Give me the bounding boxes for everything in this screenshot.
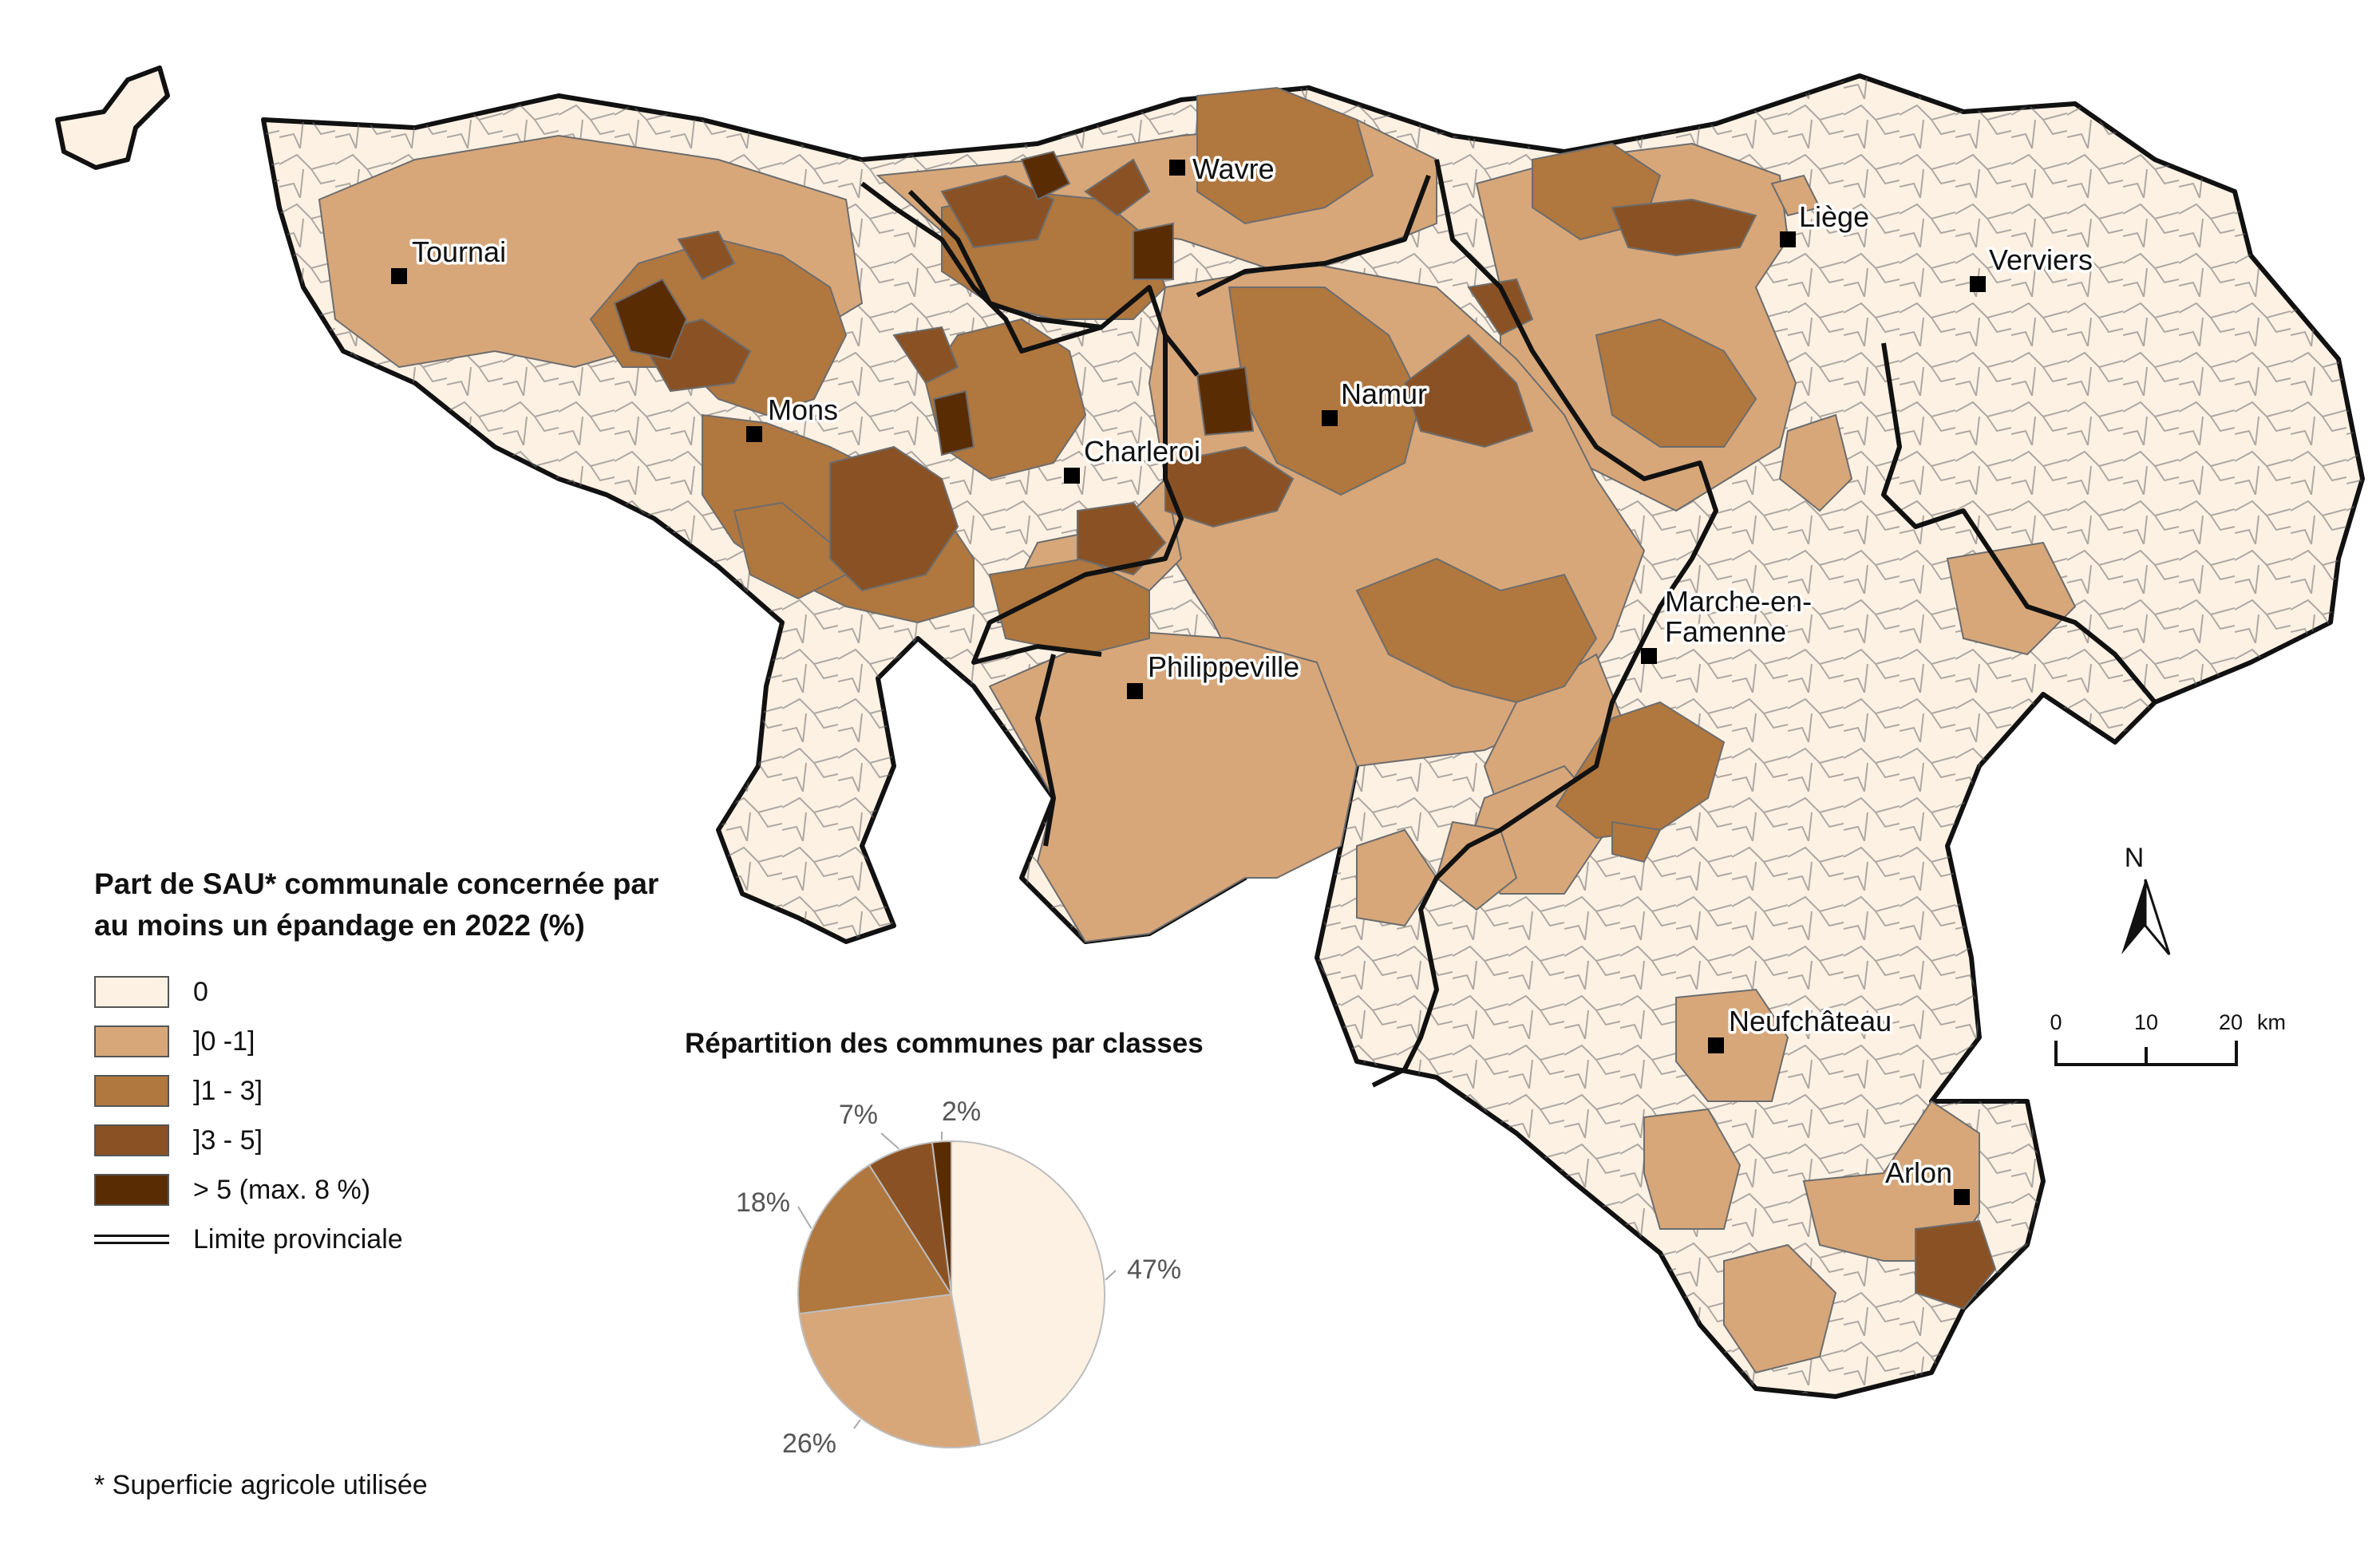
scale-tick-20: 20 xyxy=(2219,1010,2243,1034)
city-marker-namur xyxy=(1322,410,1338,426)
pie-title: Répartition des communes par classes xyxy=(685,1028,1204,1059)
legend-swatch xyxy=(94,1124,169,1156)
city-label-philippeville: Philippeville xyxy=(1148,650,1299,683)
footnote: * Superficie agricole utilisée xyxy=(94,1470,428,1500)
legend-label: 0 xyxy=(193,976,208,1007)
legend-item-class-0: 0 xyxy=(94,967,701,1017)
scale-bar: 0 10 20 km xyxy=(2050,1010,2286,1066)
city-marker-arlon xyxy=(1954,1189,1970,1205)
pie-label-3: 7% xyxy=(839,1100,878,1130)
city-label-arlon: Arlon xyxy=(1885,1156,1952,1189)
legend-swatch xyxy=(94,1174,169,1206)
legend-swatch xyxy=(94,1025,169,1057)
comines-enclave xyxy=(55,65,170,170)
city-marker-philippeville xyxy=(1127,683,1143,699)
city-marker-wavre xyxy=(1169,160,1185,176)
pie-chart: 47% 26% 18% 7% 2% xyxy=(736,1096,1181,1459)
legend-item-class-1: ]0 -1] xyxy=(94,1017,701,1066)
legend-title: Part de SAU* communale concernée par au … xyxy=(94,867,659,942)
class-1-3-regions xyxy=(589,86,1757,863)
pie-leader-line-3 xyxy=(880,1132,899,1150)
city-markers xyxy=(391,160,1986,1205)
pie-slice-2 xyxy=(797,1164,953,1315)
pie-slice-4 xyxy=(931,1140,952,1295)
legend: Part de SAU* communale concernée par au … xyxy=(94,863,701,1264)
city-marker-charleroi xyxy=(1064,468,1080,484)
legend-label: ]1 - 3] xyxy=(193,1075,263,1106)
city-label-verviers: Verviers xyxy=(1989,243,2093,276)
north-arrow: N xyxy=(2121,843,2171,955)
pie-leader-line-1 xyxy=(853,1419,861,1429)
city-label-neufchateau: Neufchâteau xyxy=(1729,1005,1892,1037)
city-marker-mons xyxy=(746,426,762,442)
provincial-boundaries xyxy=(860,159,2157,1088)
city-label-marche: Marche-en- xyxy=(1665,585,1812,618)
city-marker-marche xyxy=(1641,648,1657,664)
class-over-5-regions xyxy=(613,150,1255,456)
city-label-tournai: Tournai xyxy=(412,235,506,268)
pie-label-0: 47% xyxy=(1127,1255,1181,1285)
legend-label: > 5 (max. 8 %) xyxy=(193,1174,371,1205)
city-labels: Tournai Wavre Liège Verviers Mons Namur … xyxy=(409,150,2096,1192)
pie-leader-line-2 xyxy=(797,1206,812,1229)
city-label-liege: Liège xyxy=(1799,200,1869,233)
legend-label: ]0 -1] xyxy=(193,1025,255,1057)
scale-tick-0: 0 xyxy=(2050,1010,2062,1034)
city-label-mons: Mons xyxy=(768,393,838,426)
pie-slice-0 xyxy=(951,1140,1105,1446)
legend-province-label: Limite provinciale xyxy=(193,1223,403,1255)
class-3-5-regions xyxy=(637,158,1997,1310)
city-marker-neufchateau xyxy=(1708,1037,1724,1053)
north-label: N xyxy=(2125,843,2145,873)
pie-slice-1 xyxy=(798,1293,982,1448)
scale-unit: km xyxy=(2257,1010,2286,1034)
legend-item-class-3: ]3 - 5] xyxy=(94,1116,701,1165)
north-arrow-icon xyxy=(2121,879,2145,954)
legend-label: ]3 - 5] xyxy=(193,1124,263,1156)
city-label-wavre: Wavre xyxy=(1192,152,1275,185)
pie-leader-line-0 xyxy=(1105,1270,1117,1281)
city-label-marche-line2: Famenne xyxy=(1665,615,1786,648)
pie-label-1: 26% xyxy=(782,1428,836,1459)
legend-item-class-4: > 5 (max. 8 %) xyxy=(94,1165,701,1215)
city-marker-liege xyxy=(1780,231,1796,247)
city-marker-tournai xyxy=(391,268,407,284)
pie-label-2: 18% xyxy=(736,1187,790,1218)
city-label-charleroi: Charleroi xyxy=(1084,435,1200,468)
legend-item-province: Limite provinciale xyxy=(94,1215,701,1264)
legend-item-class-2: ]1 - 3] xyxy=(94,1066,701,1116)
city-label-namur: Namur xyxy=(1341,377,1427,410)
city-marker-verviers xyxy=(1970,276,1986,292)
pie-label-4: 2% xyxy=(942,1096,981,1127)
legend-swatch xyxy=(94,1075,169,1107)
scale-tick-10: 10 xyxy=(2134,1010,2158,1034)
province-line-swatch xyxy=(94,1235,169,1244)
legend-swatch xyxy=(94,976,169,1008)
